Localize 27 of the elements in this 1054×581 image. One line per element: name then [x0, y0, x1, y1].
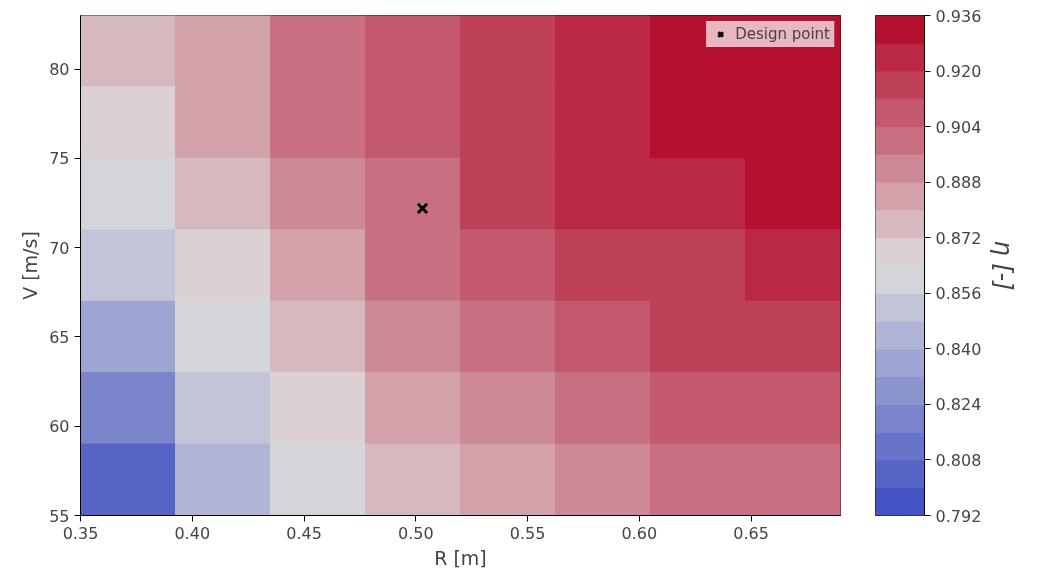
color-bar-label: 0.824 — [935, 395, 982, 415]
y-tick-label: 65 — [49, 327, 70, 347]
color-bar-label: 0.792 — [935, 506, 982, 526]
y-tick-label: 55 — [49, 506, 70, 526]
y-tick-label: 70 — [49, 238, 70, 258]
color-bar-label: 0.872 — [935, 228, 982, 248]
color-bar-label: 0.808 — [935, 450, 982, 470]
y-tick-label: 75 — [49, 149, 70, 169]
legend-label: Design point — [735, 25, 830, 43]
x-tick-label: 0.40 — [174, 523, 211, 543]
color-bar-label: 0.904 — [935, 117, 982, 137]
color-bar-label: 0.936 — [935, 6, 982, 26]
color-bar-title: η [-] — [989, 240, 1018, 291]
x-tick-label: 0.55 — [509, 523, 546, 543]
color-bar-label: 0.856 — [935, 284, 982, 304]
color-bar-label: 0.920 — [935, 62, 982, 82]
y-tick-label: 60 — [49, 417, 70, 437]
x-tick-label: 0.50 — [397, 523, 434, 543]
y-axis-title: V [m/s] — [19, 231, 42, 300]
x-tick-label: 0.45 — [286, 523, 322, 543]
color-bar-label: 0.840 — [935, 339, 982, 359]
color-bar-label: 0.888 — [935, 173, 982, 193]
x-axis-title: R [m] — [434, 546, 487, 569]
x-tick-label: 0.60 — [621, 523, 658, 543]
x-tick-label: 0.35 — [62, 523, 99, 543]
x-tick-label: 0.65 — [733, 523, 769, 543]
y-tick-label: 80 — [49, 60, 70, 80]
